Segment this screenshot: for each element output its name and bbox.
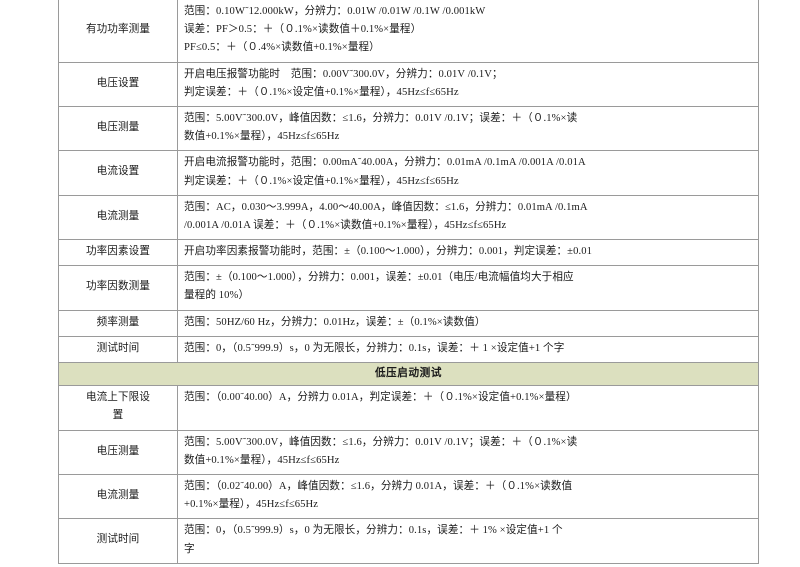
row-value-line: +0.1%×量程），45Hz≤f≤65Hz xyxy=(184,499,319,511)
table-row: 电流测量 范围：（0.02˜40.00）A，峰值因数：≤1.6，分辨力 0.01A… xyxy=(58,473,759,520)
row-value: 范围：50HZ/60 Hz，分辨力：0.01Hz，误差：±（0.1%×读数值） xyxy=(177,309,759,337)
row-value: 开启功率因素报警功能时，范围：±（0.100～1.000），分辨力：0.001，… xyxy=(177,239,759,267)
row-value-line: 数值+0.1%×量程），45Hz≤f≤65Hz xyxy=(184,131,340,143)
row-label: 电压设置 xyxy=(58,61,178,107)
row-value: 开启电压报警功能时 范围：0.00V˜300.0V，分辨力：0.01V /0.1… xyxy=(177,61,759,107)
row-value: 范围：AC，0.030～3.999A，4.00～40.00A，峰值因数：≤1.6… xyxy=(177,194,759,241)
row-value: 范围：（0.02˜40.00）A，峰值因数：≤1.6，分辨力 0.01A，误差：… xyxy=(177,473,759,520)
row-value-line: PF≤0.5：＋（０.4%×读数值+0.1%×量程） xyxy=(184,42,380,54)
row-label-line: 功率因素设置 xyxy=(85,246,151,258)
row-label-line: 有功功率测量 xyxy=(85,24,151,36)
row-value-line: 误差：PF＞0.5：＋（０.1%×读数值＋0.1%×量程） xyxy=(184,24,422,36)
specification-table-body: 有功功率测量 范围：0.10W˜12.000kW，分辨力：0.01W /0.01W… xyxy=(58,0,759,564)
row-label: 功率因素设置 xyxy=(58,239,178,267)
row-value-line: 判定误差：＋（０.1%×设定值+0.1%×量程），45Hz≤f≤65Hz xyxy=(184,86,459,98)
row-value-line: 范围：AC，0.030～3.999A，4.00～40.00A，峰值因数：≤1.6… xyxy=(184,201,588,213)
row-label: 电流测量 xyxy=(58,194,178,241)
row-label: 功率因数测量 xyxy=(58,265,178,311)
row-value-line: 范围：（0.00˜40.00）A，分辨力 0.01A，判定误差：＋（０.1%×设… xyxy=(184,392,577,404)
row-label: 电流测量 xyxy=(58,473,178,520)
table-row: 电流测量 范围：AC，0.030～3.999A，4.00～40.00A，峰值因数：… xyxy=(58,194,759,241)
table-row: 功率因数测量 范围：±（0.100～1.000），分辨力：0.001，误差：±0.… xyxy=(58,265,759,311)
row-label: 有功功率测量 xyxy=(58,0,178,63)
row-value-line: 数值+0.1%×量程），45Hz≤f≤65Hz xyxy=(184,454,340,466)
row-label: 电流设置 xyxy=(58,150,178,196)
row-value-line: 字 xyxy=(184,543,195,555)
row-label-line: 电压设置 xyxy=(96,77,140,89)
specification-table: 有功功率测量 范围：0.10W˜12.000kW，分辨力：0.01W /0.01W… xyxy=(58,0,759,564)
row-value-line: 开启电流报警功能时，范围：0.00mA˜40.00A，分辨力：0.01mA /0… xyxy=(184,157,586,169)
row-value: 范围：0.10W˜12.000kW，分辨力：0.01W /0.01W /0.1W… xyxy=(177,0,759,63)
table-row: 频率测量 范围：50HZ/60 Hz，分辨力：0.01Hz，误差：±（0.1%×读… xyxy=(58,309,759,337)
row-value-line: 范围：5.00V˜300.0V，峰值因数：≤1.6，分辨力：0.01V /0.1… xyxy=(184,436,578,448)
row-value-line: 范围：0.10W˜12.000kW，分辨力：0.01W /0.01W /0.1W… xyxy=(184,6,486,17)
row-value-line: 开启电压报警功能时 范围：0.00V˜300.0V，分辨力：0.01V /0.1… xyxy=(184,68,503,80)
table-row: 电流设置 开启电流报警功能时，范围：0.00mA˜40.00A，分辨力：0.01m… xyxy=(58,150,759,196)
row-value-line: 范围：0，（0.5˜999.9）s，0 为无限长，分辨力：0.1s，误差：＋ 1… xyxy=(184,342,565,354)
row-label: 测试时间 xyxy=(58,335,178,364)
row-value: 范围：（0.00˜40.00）A，分辨力 0.01A，判定误差：＋（０.1%×设… xyxy=(177,385,759,431)
section-header-row: 低压启动测试 xyxy=(58,361,759,387)
row-label-line: 频率测量 xyxy=(96,316,140,328)
row-label-line: 电流设置 xyxy=(96,166,140,178)
section-title: 低压启动测试 xyxy=(58,361,759,387)
row-label-line: 电压测量 xyxy=(96,445,140,457)
row-label-line: 置 xyxy=(112,410,124,422)
row-value-line: 范围：±（0.100～1.000），分辨力：0.001，误差：±0.01（电压/… xyxy=(184,272,574,284)
row-label: 电流上下限设置 xyxy=(58,385,178,431)
row-label-line: 测试时间 xyxy=(96,342,140,354)
row-value: 范围：5.00V˜300.0V，峰值因数：≤1.6，分辨力：0.01V /0.1… xyxy=(177,105,759,152)
table-row: 测试时间 范围：0，（0.5˜999.9）s，0 为无限长，分辨力：0.1s，误差… xyxy=(58,335,759,364)
row-value: 范围：0，（0.5˜999.9）s，0 为无限长，分辨力：0.1s，误差：＋ 1… xyxy=(177,518,759,564)
row-label-line: 电流测量 xyxy=(96,490,140,502)
row-label-line: 功率因数测量 xyxy=(85,281,151,293)
row-value: 范围：0，（0.5˜999.9）s，0 为无限长，分辨力：0.1s，误差：＋ 1… xyxy=(177,335,759,364)
table-row: 电压测量 范围：5.00V˜300.0V，峰值因数：≤1.6，分辨力：0.01V … xyxy=(58,429,759,475)
row-value-line: 范围：5.00V˜300.0V，峰值因数：≤1.6，分辨力：0.01V /0.1… xyxy=(184,112,578,124)
row-value-line: 范围：（0.02˜40.00）A，峰值因数：≤1.6，分辨力 0.01A，误差：… xyxy=(184,480,573,492)
table-row: 功率因素设置 开启功率因素报警功能时，范围：±（0.100～1.000），分辨力：… xyxy=(58,239,759,267)
row-value-line: 判定误差：＋（０.1%×设定值+0.1%×量程），45Hz≤f≤65Hz xyxy=(184,175,459,187)
row-value: 开启电流报警功能时，范围：0.00mA˜40.00A，分辨力：0.01mA /0… xyxy=(177,150,759,196)
row-value: 范围：5.00V˜300.0V，峰值因数：≤1.6，分辨力：0.01V /0.1… xyxy=(177,429,759,475)
row-label-line: 电流上下限设 xyxy=(85,392,151,404)
row-value-line: 开启功率因素报警功能时，范围：±（0.100～1.000），分辨力：0.001，… xyxy=(184,246,593,258)
row-label-line: 电流测量 xyxy=(96,210,140,222)
row-value-line: 量程的 10%） xyxy=(184,290,250,302)
row-value: 范围：±（0.100～1.000），分辨力：0.001，误差：±0.01（电压/… xyxy=(177,265,759,311)
row-label: 电压测量 xyxy=(58,429,178,475)
row-label-line: 测试时间 xyxy=(96,534,140,546)
row-label-line: 电压测量 xyxy=(96,122,140,134)
row-label: 电压测量 xyxy=(58,105,178,152)
row-value-line: 范围：50HZ/60 Hz，分辨力：0.01Hz，误差：±（0.1%×读数值） xyxy=(184,316,486,328)
table-row: 电压设置 开启电压报警功能时 范围：0.00V˜300.0V，分辨力：0.01V … xyxy=(58,61,759,107)
row-value-line: /0.001A /0.01A 误差：＋（０.1%×读数值+0.1%×量程），45… xyxy=(184,219,507,231)
row-value-line: 范围：0，（0.5˜999.9）s，0 为无限长，分辨力：0.1s，误差：＋ 1… xyxy=(184,525,563,537)
table-row: 电压测量 范围：5.00V˜300.0V，峰值因数：≤1.6，分辨力：0.01V … xyxy=(58,105,759,152)
table-row: 测试时间 范围：0，（0.5˜999.9）s，0 为无限长，分辨力：0.1s，误差… xyxy=(58,518,759,564)
table-row: 电流上下限设置范围：（0.00˜40.00）A，分辨力 0.01A，判定误差：＋… xyxy=(58,385,759,431)
row-label: 频率测量 xyxy=(58,309,178,337)
table-row: 有功功率测量 范围：0.10W˜12.000kW，分辨力：0.01W /0.01W… xyxy=(58,0,759,63)
row-label: 测试时间 xyxy=(58,518,178,564)
